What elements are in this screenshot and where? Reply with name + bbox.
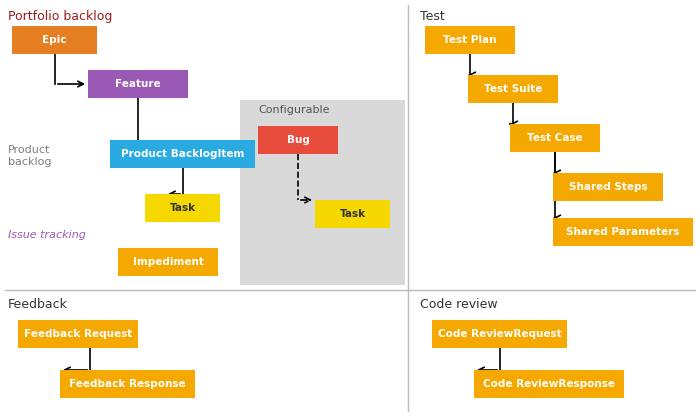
Bar <box>432 320 567 348</box>
Text: Test Plan: Test Plan <box>443 35 497 45</box>
Bar <box>510 124 600 152</box>
Text: Task: Task <box>340 209 365 219</box>
Text: Test Case: Test Case <box>527 133 583 143</box>
Bar <box>88 70 188 98</box>
Bar <box>12 26 97 54</box>
Text: Test Suite: Test Suite <box>484 84 542 94</box>
Text: Product BacklogItem: Product BacklogItem <box>121 149 244 159</box>
Bar <box>474 370 624 398</box>
Bar <box>240 100 405 285</box>
Text: Feedback Request: Feedback Request <box>24 329 132 339</box>
Bar <box>18 320 138 348</box>
Text: Bug: Bug <box>286 135 309 145</box>
Bar <box>60 370 195 398</box>
Text: Shared Parameters: Shared Parameters <box>566 227 680 237</box>
Bar <box>258 126 338 154</box>
Bar <box>118 248 218 276</box>
Text: Code review: Code review <box>420 298 498 311</box>
Bar <box>468 75 558 103</box>
Text: Issue tracking: Issue tracking <box>8 230 86 240</box>
Text: Epic: Epic <box>42 35 66 45</box>
Bar <box>145 194 220 222</box>
Bar <box>425 26 515 54</box>
Text: Test: Test <box>420 10 444 23</box>
Text: Feedback Response: Feedback Response <box>69 379 186 389</box>
Text: Feedback: Feedback <box>8 298 68 311</box>
Bar <box>553 173 663 201</box>
Text: Product
backlog: Product backlog <box>8 145 52 166</box>
Text: Impediment: Impediment <box>132 257 204 267</box>
Text: Shared Steps: Shared Steps <box>568 182 648 192</box>
Bar <box>110 140 255 168</box>
Text: Feature: Feature <box>116 79 161 89</box>
Text: Task: Task <box>169 203 195 213</box>
Bar <box>553 218 693 246</box>
Text: Code ReviewRequest: Code ReviewRequest <box>438 329 561 339</box>
Text: Configurable: Configurable <box>258 105 330 115</box>
Text: Portfolio backlog: Portfolio backlog <box>8 10 113 23</box>
Text: Code ReviewResponse: Code ReviewResponse <box>483 379 615 389</box>
Bar <box>315 200 390 228</box>
